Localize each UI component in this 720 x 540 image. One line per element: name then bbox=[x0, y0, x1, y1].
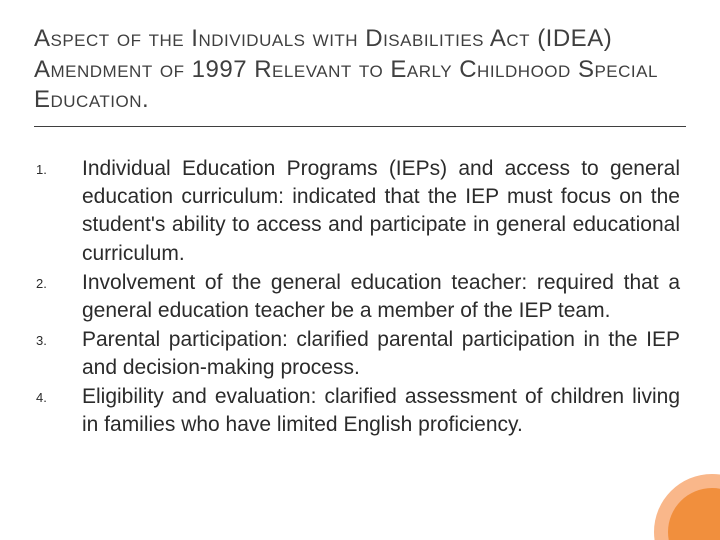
list-item-text: Parental participation: clarified parent… bbox=[82, 328, 680, 379]
slide: Aspect of the Individuals with Disabilit… bbox=[0, 0, 720, 540]
decor-inner-circle bbox=[668, 488, 720, 540]
list-item-text: Involvement of the general education tea… bbox=[82, 271, 680, 322]
list-item: Individual Education Programs (IEPs) and… bbox=[70, 155, 680, 268]
decor-outer-circle bbox=[654, 474, 720, 540]
slide-title: Aspect of the Individuals with Disabilit… bbox=[34, 24, 686, 127]
list-item: Eligibility and evaluation: clarified as… bbox=[70, 383, 680, 439]
list-item-text: Eligibility and evaluation: clarified as… bbox=[82, 385, 680, 436]
list-item: Parental participation: clarified parent… bbox=[70, 326, 680, 382]
list-item-text: Individual Education Programs (IEPs) and… bbox=[82, 157, 680, 264]
list-item: Involvement of the general education tea… bbox=[70, 269, 680, 325]
numbered-list: Individual Education Programs (IEPs) and… bbox=[34, 155, 686, 439]
